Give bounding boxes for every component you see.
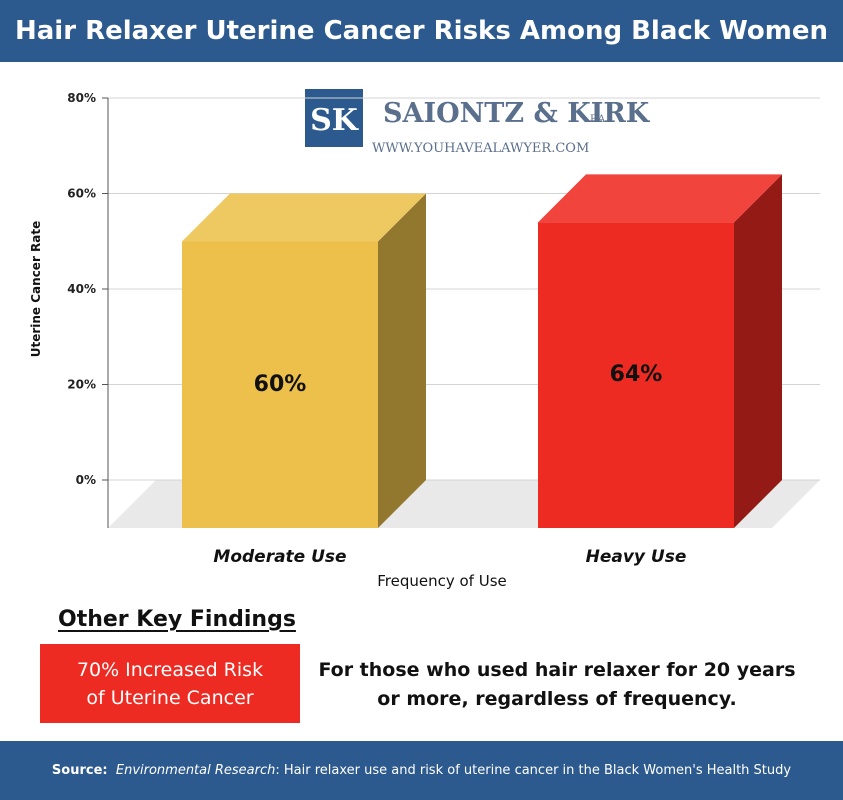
bar-side-face [734,174,782,528]
logo-monogram-box [305,89,363,147]
page-title: Hair Relaxer Uterine Cancer Risks Among … [15,16,828,46]
findings-heading: Other Key Findings [58,607,296,632]
bar-side-face [378,193,426,528]
footer-bar: Source: Environmental Research: Hair rel… [0,741,843,800]
x-category-label: Heavy Use [586,547,687,567]
bar-value-label: 60% [254,372,307,397]
bar-top-face [182,193,426,242]
source-journal: Environmental Research [115,763,276,778]
bar-value-label: 64% [610,362,663,387]
y-axis-title: Uterine Cancer Rate [29,221,43,358]
y-tick-label: 20% [67,378,96,392]
y-tick-label: 80% [67,91,96,105]
bar-moderate-use [182,193,426,528]
source-label: Source: [51,763,108,778]
x-axis-title: Frequency of Use [377,572,507,590]
y-tick-label: 60% [67,187,96,201]
findings-detail: For those who used hair relaxer for 20 y… [318,659,796,710]
header-bar: Hair Relaxer Uterine Cancer Risks Among … [0,0,843,62]
bar-top-face [538,174,782,223]
x-category-label: Moderate Use [213,547,346,567]
bar-front-face [182,241,378,528]
bar-heavy-use [538,174,782,528]
findings-highlight-box: 70% Increased Risk of Uterine Cancer [40,644,300,723]
source-rest: : Hair relaxer use and risk of uterine c… [275,763,792,778]
bar-front-face [538,222,734,528]
findings-highlight-text: 70% Increased Risk of Uterine Cancer [76,659,264,709]
firm-logo: SK SAIONTZ & KIRK P.A. WWW.YOUHAVEALAWYE… [305,89,651,156]
logo-firm-suffix: P.A. [590,114,608,125]
logo-website: WWW.YOUHAVEALAWYER.COM [372,141,589,156]
y-tick-label: 0% [76,473,96,487]
bar-chart: SK SAIONTZ & KIRK P.A. WWW.YOUHAVEALAWYE… [29,89,820,590]
logo-firm-name: SAIONTZ & KIRK [383,98,651,129]
y-tick-label: 40% [67,282,96,296]
source-citation: Source: Environmental Research: Hair rel… [0,741,843,800]
logo-monogram: SK [310,103,359,138]
